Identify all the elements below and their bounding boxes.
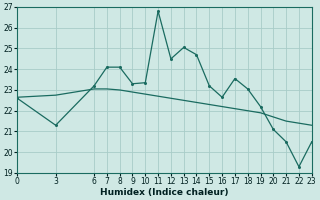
X-axis label: Humidex (Indice chaleur): Humidex (Indice chaleur)	[100, 188, 229, 197]
